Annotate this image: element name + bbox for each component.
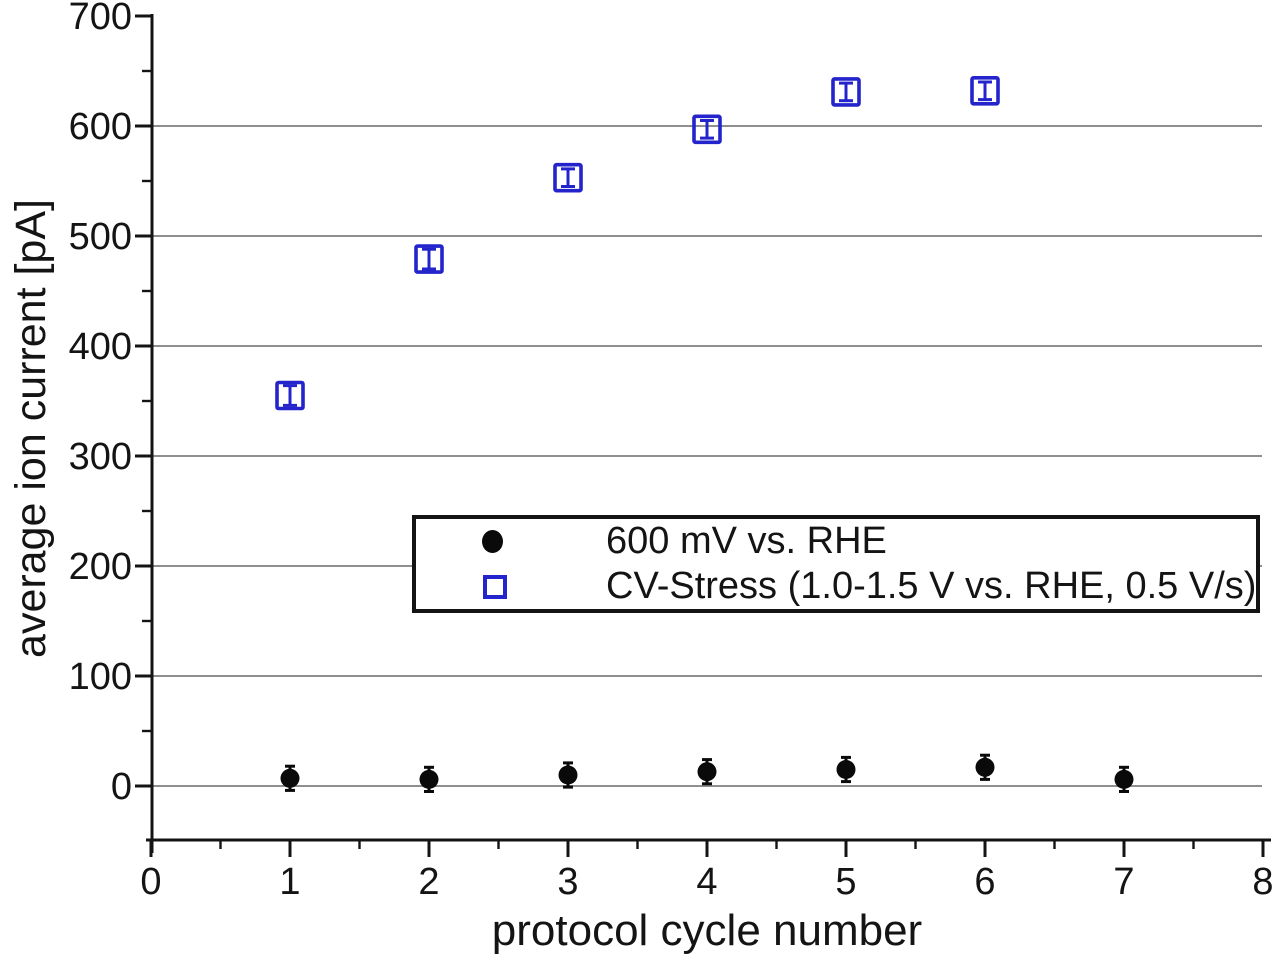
data-point-open-square — [692, 114, 722, 145]
data-point-open-square — [970, 76, 1000, 106]
x-tick-label: 2 — [418, 861, 439, 903]
data-point-filled-circle — [280, 768, 300, 788]
y-tick-label: 700 — [69, 0, 132, 38]
y-axis-title-text: average ion current [pA] — [6, 198, 55, 658]
data-point-filled-circle — [836, 760, 856, 779]
data-point-filled-circle — [419, 769, 439, 789]
y-tick-label: 600 — [69, 106, 132, 148]
x-tick-label: 3 — [557, 861, 578, 903]
x-tick-label: 5 — [835, 861, 856, 903]
legend-label: 600 mV vs. RHE — [606, 520, 887, 562]
legend-marker-cell — [478, 530, 566, 553]
data-point-filled-circle — [697, 762, 717, 782]
x-tick-label: 0 — [140, 861, 161, 903]
x-axis-title: protocol cycle number — [491, 906, 923, 955]
data-point-open-square — [553, 162, 583, 193]
data-point-filled-circle — [558, 765, 578, 785]
data-point-open-square — [275, 380, 305, 411]
y-tick-label: 0 — [111, 766, 132, 808]
x-tick-label: 1 — [279, 861, 300, 903]
data-point-open-square — [414, 244, 444, 274]
y-axis-title: average ion current [pA] — [2, 16, 60, 840]
open-square-marker-icon — [483, 574, 507, 599]
y-tick-label: 300 — [69, 436, 132, 478]
data-point-filled-circle — [1114, 769, 1134, 789]
x-tick-label: 7 — [1113, 861, 1134, 903]
y-tick-label: 100 — [69, 656, 132, 698]
x-tick-label: 8 — [1252, 861, 1273, 903]
y-tick-label: 400 — [69, 326, 132, 368]
x-tick-label: 4 — [696, 861, 717, 903]
data-point-open-square — [831, 77, 861, 107]
x-tick-label: 6 — [974, 861, 995, 903]
legend-item-600mv: 600 mV vs. RHE — [416, 519, 1256, 564]
filled-circle-marker-icon — [482, 530, 503, 553]
legend-item-cv-stress: CV-Stress (1.0-1.5 V vs. RHE, 0.5 V/s) — [416, 564, 1256, 609]
y-tick-label: 200 — [69, 546, 132, 588]
y-tick-label: 500 — [69, 216, 132, 258]
legend-marker-cell — [478, 574, 566, 599]
legend-label: CV-Stress (1.0-1.5 V vs. RHE, 0.5 V/s) — [606, 565, 1257, 607]
data-point-filled-circle — [975, 757, 995, 777]
legend: 600 mV vs. RHE CV-Stress (1.0-1.5 V vs. … — [412, 515, 1260, 613]
